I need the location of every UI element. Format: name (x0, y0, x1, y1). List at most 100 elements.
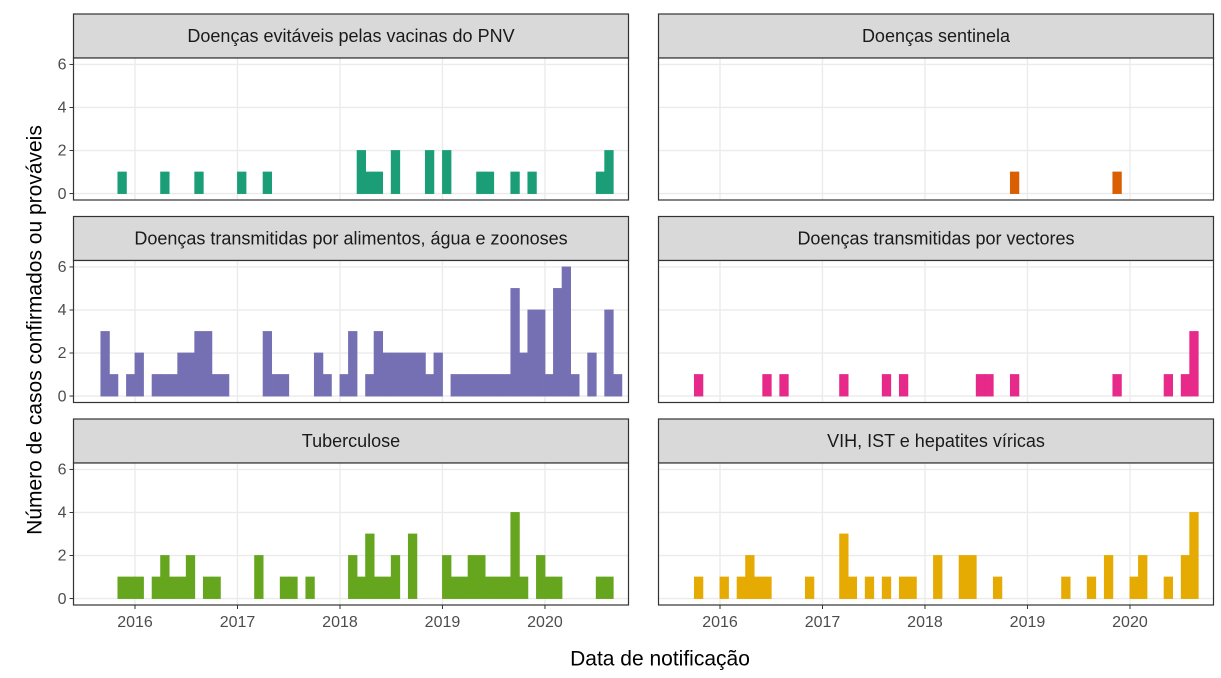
bar (604, 309, 614, 397)
bar (992, 576, 1003, 599)
bar (762, 374, 772, 397)
strip (72, 418, 630, 464)
bar (1189, 512, 1199, 599)
bar (185, 352, 196, 397)
bar (168, 576, 179, 599)
bar (553, 576, 563, 599)
bar (518, 352, 529, 397)
panel-border (657, 259, 1215, 404)
bar (467, 374, 478, 397)
bar (433, 352, 443, 397)
bar (339, 374, 349, 397)
bar (160, 374, 170, 397)
y-tick-label: 2 (58, 345, 67, 362)
bar (595, 171, 606, 194)
y-tick-label: 4 (58, 505, 67, 522)
bar (1163, 374, 1174, 397)
bar (536, 555, 546, 599)
bar (553, 288, 563, 397)
bar (450, 576, 460, 599)
bar (501, 374, 512, 397)
bar (693, 374, 704, 397)
x-tick-label: 2018 (907, 614, 943, 631)
bar (967, 555, 977, 599)
bar (185, 555, 196, 599)
bar (288, 576, 298, 599)
x-tick-label: 2020 (527, 614, 563, 631)
bar (348, 331, 358, 397)
bar (459, 576, 469, 599)
bar (476, 555, 486, 599)
bar (442, 150, 452, 194)
bar (365, 533, 375, 599)
bar (160, 171, 170, 194)
bar (211, 576, 221, 599)
bar (348, 555, 358, 599)
bar (561, 266, 571, 397)
bar (1163, 576, 1174, 599)
y-tick-label: 2 (58, 143, 67, 160)
bar (1061, 576, 1071, 599)
bar (262, 171, 273, 194)
bar (544, 374, 554, 397)
bar (416, 352, 426, 397)
bar (126, 576, 136, 599)
bar (484, 171, 495, 194)
bar (219, 374, 230, 397)
bar (100, 331, 110, 397)
y-tick-label: 0 (58, 591, 67, 608)
x-tick-label: 2020 (1112, 614, 1148, 631)
bar (484, 374, 495, 397)
bar (753, 576, 764, 599)
bar (177, 576, 187, 599)
bar (1180, 374, 1191, 397)
bar (313, 352, 324, 397)
x-tick-label: 2017 (220, 614, 256, 631)
bar (527, 171, 537, 194)
bar (839, 533, 849, 599)
bar (536, 309, 546, 397)
bar (570, 374, 580, 397)
bar (1180, 555, 1191, 599)
x-tick-label: 2019 (1010, 614, 1046, 631)
bar (450, 374, 460, 397)
bar (779, 374, 789, 397)
bar (194, 331, 204, 397)
bar (595, 576, 606, 599)
y-tick-label: 6 (58, 462, 67, 479)
bar (1103, 555, 1114, 599)
bar (484, 576, 495, 599)
bar (736, 576, 747, 599)
x-tick-label: 2016 (702, 614, 738, 631)
bar (1112, 374, 1122, 397)
panel-border (72, 462, 630, 606)
bar (518, 576, 529, 599)
bar (279, 576, 290, 599)
bar (693, 576, 704, 599)
y-tick-label: 0 (58, 186, 67, 203)
x-tick-label: 2018 (322, 614, 358, 631)
bar (501, 576, 512, 599)
bar (194, 171, 204, 194)
bar (881, 374, 892, 397)
bar (958, 555, 969, 599)
bar (373, 171, 384, 194)
bar (510, 512, 520, 599)
bar (1009, 374, 1020, 397)
bar (1189, 331, 1199, 397)
x-tick-label: 2016 (117, 614, 153, 631)
bar (1138, 555, 1148, 599)
bar (399, 352, 409, 397)
bar (510, 288, 520, 397)
bar (762, 576, 772, 599)
bar (202, 576, 213, 599)
panel-border (72, 259, 630, 404)
bar (612, 374, 623, 397)
bar (907, 576, 917, 599)
facet-title: Doenças evitáveis pelas vacinas do PNV (187, 26, 514, 46)
bar (262, 331, 273, 397)
bar (168, 374, 179, 397)
bar (719, 576, 729, 599)
bar (407, 533, 418, 599)
bar (476, 374, 486, 397)
